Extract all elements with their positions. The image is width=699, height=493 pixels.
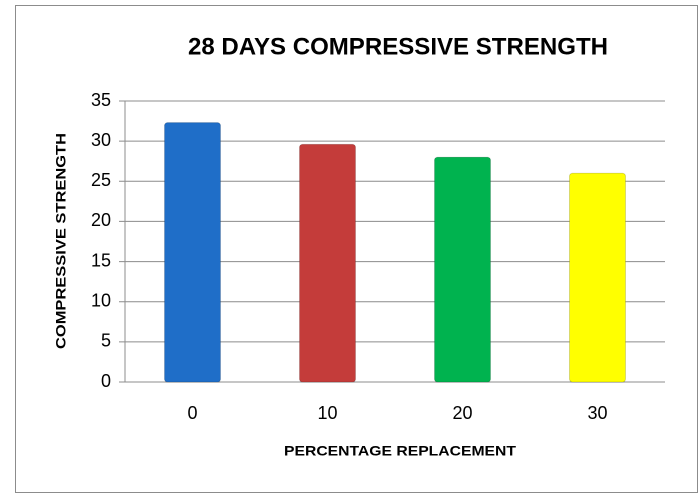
y-tick-label: 30 xyxy=(91,130,111,150)
y-tick-label: 10 xyxy=(91,290,111,310)
y-axis-label: COMPRESSIVE STRENGTH xyxy=(53,133,69,349)
y-tick-label: 25 xyxy=(91,170,111,190)
x-tick-label: 10 xyxy=(317,403,337,423)
x-axis-label: PERCENTAGE REPLACEMENT xyxy=(284,443,516,459)
y-tick-label: 35 xyxy=(91,90,111,110)
y-tick-label: 20 xyxy=(91,210,111,230)
x-tick-label: 30 xyxy=(587,403,607,423)
x-tick-label: 20 xyxy=(452,403,472,423)
y-tick-label: 15 xyxy=(91,250,111,270)
bar-shade xyxy=(164,122,221,383)
bar-shade xyxy=(569,172,626,383)
y-tick-label: 0 xyxy=(101,371,111,391)
y-tick-label: 5 xyxy=(101,331,111,351)
bar-shade xyxy=(434,156,491,383)
x-tick-label: 0 xyxy=(187,403,197,423)
bar-shade xyxy=(299,143,356,383)
chart-title: 28 DAYS COMPRESSIVE STRENGTH xyxy=(188,33,608,60)
